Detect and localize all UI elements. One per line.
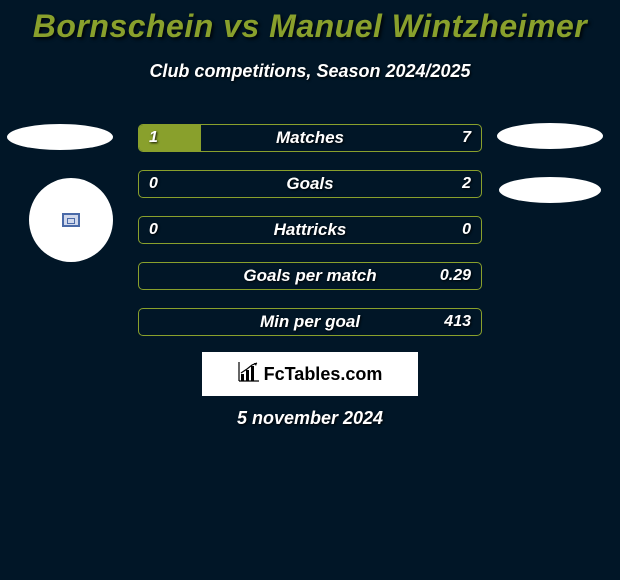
stat-bar: Goals0 2 <box>138 170 482 198</box>
bar-value-right: 0 <box>462 217 471 243</box>
bar-label: Min per goal <box>139 309 481 335</box>
bar-value-left: 1 <box>149 125 158 151</box>
bar-value-right: 7 <box>462 125 471 151</box>
badge-placeholder-icon <box>62 213 80 227</box>
stat-bar: Min per goal413 <box>138 308 482 336</box>
stat-bar: Goals per match0.29 <box>138 262 482 290</box>
logo-text: FcTables.com <box>264 364 383 385</box>
date-text: 5 november 2024 <box>0 408 620 429</box>
player-photo-placeholder <box>497 123 603 149</box>
bar-value-right: 2 <box>462 171 471 197</box>
player-badge-left <box>29 178 113 262</box>
bar-label: Hattricks <box>139 217 481 243</box>
stat-bar: Matches1 7 <box>138 124 482 152</box>
comparison-chart: Matches17Goals02Hattricks00Goals per mat… <box>138 124 482 354</box>
fctables-logo: FcTables.com <box>202 352 418 396</box>
bar-value-left: 0 <box>149 217 158 243</box>
chart-icon <box>238 362 260 387</box>
bar-label: Goals per match <box>139 263 481 289</box>
bar-value-right: 0.29 <box>440 263 471 289</box>
bar-label: Goals <box>139 171 481 197</box>
bar-value-right: 413 <box>444 309 471 335</box>
stat-bar: Hattricks0 0 <box>138 216 482 244</box>
player-photo-placeholder <box>499 177 601 203</box>
bar-value-left: 0 <box>149 171 158 197</box>
player-photo-placeholder <box>7 124 113 150</box>
page-title: Bornschein vs Manuel Wintzheimer <box>0 0 620 45</box>
bar-label: Matches <box>139 125 481 151</box>
subtitle: Club competitions, Season 2024/2025 <box>0 61 620 82</box>
